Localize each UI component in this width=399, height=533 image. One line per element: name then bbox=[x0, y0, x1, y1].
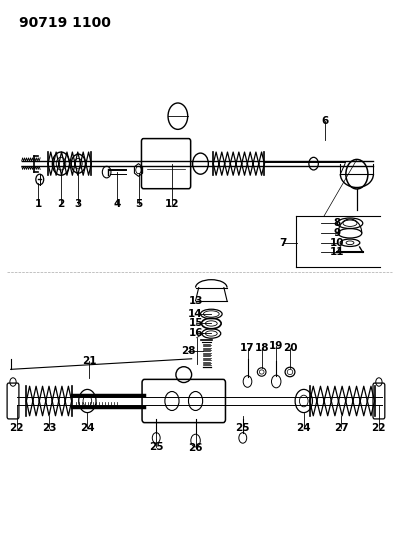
Text: 21: 21 bbox=[82, 357, 97, 367]
Text: 20: 20 bbox=[283, 343, 297, 353]
Text: 27: 27 bbox=[334, 423, 348, 433]
Text: 1: 1 bbox=[35, 199, 42, 209]
Text: 22: 22 bbox=[371, 423, 386, 433]
Text: 14: 14 bbox=[188, 309, 203, 319]
Text: 5: 5 bbox=[135, 199, 142, 209]
Text: 16: 16 bbox=[188, 328, 203, 338]
Text: 90719 1100: 90719 1100 bbox=[18, 16, 111, 30]
Text: 2: 2 bbox=[57, 199, 65, 209]
Text: 25: 25 bbox=[149, 442, 164, 452]
Text: 15: 15 bbox=[188, 318, 203, 328]
Text: 9: 9 bbox=[334, 228, 341, 238]
Text: 28: 28 bbox=[181, 346, 196, 356]
Text: 24: 24 bbox=[296, 423, 311, 433]
Text: 10: 10 bbox=[330, 238, 344, 248]
Text: 12: 12 bbox=[165, 199, 179, 209]
Text: 7: 7 bbox=[280, 238, 287, 248]
Text: 6: 6 bbox=[322, 116, 329, 126]
Text: 4: 4 bbox=[114, 199, 121, 209]
Text: 11: 11 bbox=[330, 247, 344, 257]
Text: 18: 18 bbox=[255, 343, 269, 353]
Text: 22: 22 bbox=[9, 423, 24, 433]
Text: 24: 24 bbox=[80, 423, 95, 433]
Text: 23: 23 bbox=[42, 423, 56, 433]
Text: 25: 25 bbox=[235, 423, 250, 433]
Text: 13: 13 bbox=[188, 296, 203, 306]
Text: 8: 8 bbox=[334, 218, 341, 228]
Text: 17: 17 bbox=[240, 343, 255, 353]
Text: 19: 19 bbox=[269, 341, 283, 351]
Text: 3: 3 bbox=[75, 199, 82, 209]
Text: 26: 26 bbox=[188, 443, 203, 454]
